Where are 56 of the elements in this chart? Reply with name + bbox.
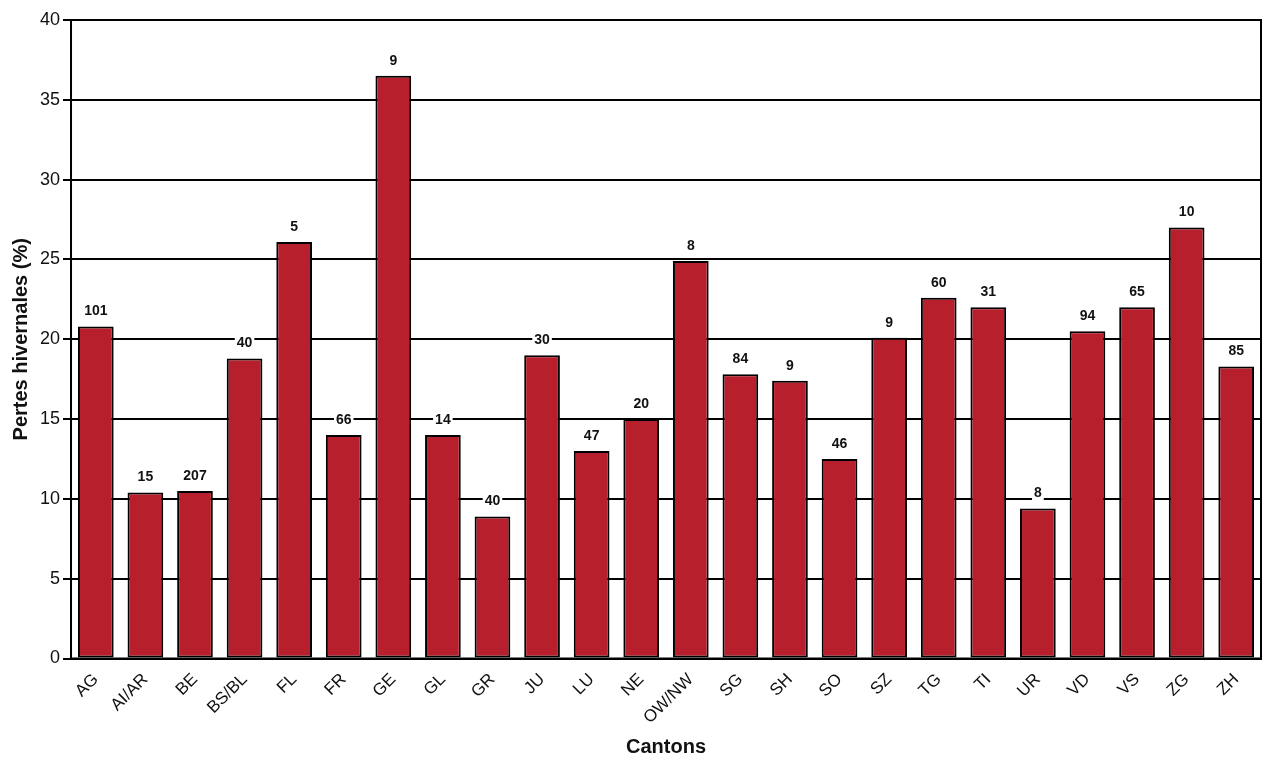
x-tick-label: TG bbox=[914, 669, 945, 700]
annotation: 30 bbox=[534, 331, 551, 348]
x-tick-label: JU bbox=[520, 669, 549, 698]
y-tick-label: 5 bbox=[50, 567, 61, 588]
annotation: 31 bbox=[980, 283, 997, 300]
annotation: 85 bbox=[1228, 342, 1245, 359]
y-tick-label: 30 bbox=[39, 168, 61, 189]
x-tick-label: NE bbox=[617, 669, 648, 700]
annotation: 9 bbox=[786, 356, 795, 373]
annotation: 9 bbox=[389, 51, 398, 68]
x-tick-label: GR bbox=[467, 669, 499, 701]
y-tick-label: 20 bbox=[39, 328, 61, 349]
annotation: 40 bbox=[236, 334, 253, 351]
annotation: 94 bbox=[1079, 307, 1096, 324]
x-tick-label: GE bbox=[368, 669, 400, 701]
y-tick-label: 0 bbox=[50, 647, 61, 668]
annotation: 66 bbox=[335, 410, 352, 427]
annotation: 8 bbox=[1033, 484, 1042, 501]
x-tick-label: GL bbox=[419, 669, 450, 699]
annotation: 47 bbox=[583, 426, 600, 443]
annotation: 10 bbox=[1178, 203, 1195, 220]
annotation: 207 bbox=[183, 466, 207, 483]
y-tick-label: 10 bbox=[39, 487, 61, 508]
x-tick-label: TI bbox=[970, 669, 995, 694]
x-tick-label: LU bbox=[568, 669, 598, 699]
x-tick-label: FR bbox=[320, 669, 350, 699]
annotation: 65 bbox=[1129, 283, 1146, 300]
annotation: 60 bbox=[930, 273, 947, 290]
x-tick-label: SZ bbox=[866, 669, 896, 699]
annotation: 15 bbox=[137, 468, 154, 485]
y-axis-title: Pertes hivernales (%) bbox=[8, 238, 31, 441]
annotation: 9 bbox=[885, 313, 894, 330]
y-tick-label: 35 bbox=[39, 88, 61, 109]
annotation: 84 bbox=[732, 350, 749, 367]
annotation: 5 bbox=[290, 217, 299, 234]
annotation: 101 bbox=[84, 302, 108, 319]
x-axis-title: Cantons bbox=[626, 734, 707, 757]
x-tick-label: BE bbox=[171, 669, 202, 699]
annotation: 40 bbox=[484, 492, 501, 509]
x-tick-label: AG bbox=[71, 669, 102, 701]
x-tick-label: VD bbox=[1063, 669, 1094, 700]
y-tick-label: 15 bbox=[39, 408, 61, 429]
x-tick-label: UR bbox=[1013, 669, 1045, 701]
annotation: 20 bbox=[633, 394, 650, 411]
x-tick-label: ZH bbox=[1212, 669, 1243, 699]
annotation: 46 bbox=[831, 434, 848, 451]
x-tick-label: SG bbox=[715, 669, 747, 701]
y-tick-label: 40 bbox=[39, 8, 61, 29]
x-tick-label: FL bbox=[272, 669, 301, 697]
y-tick-label: 25 bbox=[39, 248, 61, 269]
annotation: 8 bbox=[686, 236, 695, 253]
x-tick-label: SH bbox=[765, 669, 797, 700]
x-tick-label: VS bbox=[1113, 669, 1144, 699]
annotation: 14 bbox=[435, 410, 451, 427]
x-tick-label: ZG bbox=[1162, 669, 1193, 700]
x-tick-label: SO bbox=[814, 669, 846, 701]
